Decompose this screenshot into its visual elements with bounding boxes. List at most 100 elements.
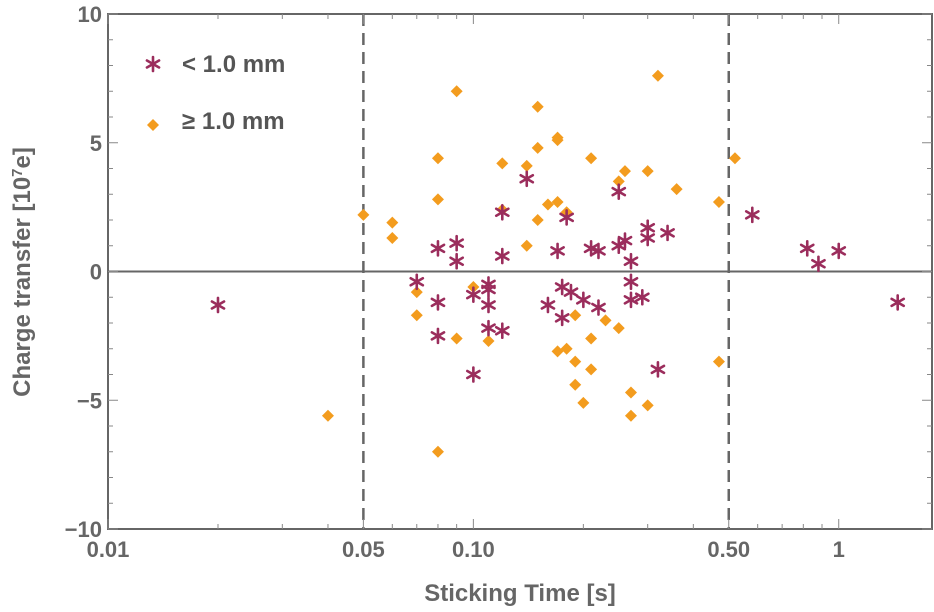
data-point-small (494, 247, 510, 265)
data-point-small (559, 209, 574, 226)
data-point-small (494, 203, 510, 221)
legend: < 1.0 mm ≥ 1.0 mm (145, 51, 285, 135)
data-point-small (481, 296, 496, 314)
data-point-small (210, 296, 226, 314)
data-point-large (569, 355, 582, 368)
data-point-small (519, 170, 535, 188)
x-tick-label: 0.05 (342, 537, 385, 562)
data-point-large (431, 152, 444, 165)
data-point-large (641, 399, 654, 412)
y-tick-label: 0 (90, 260, 102, 285)
data-point-large (386, 216, 399, 229)
data-point-large (551, 131, 564, 144)
data-point-large (531, 141, 544, 154)
legend-asterisk (145, 55, 161, 73)
data-point-large (410, 309, 423, 322)
data-point-small (430, 327, 446, 345)
data-point-small (811, 255, 826, 273)
y-tick-label: 5 (90, 131, 102, 156)
data-point-small (591, 242, 606, 260)
data-point-small (481, 281, 496, 298)
data-point-large (321, 409, 334, 422)
data-point-small (660, 224, 675, 242)
data-point-large (728, 152, 741, 165)
x-tick-label: 0.50 (707, 537, 750, 562)
data-point-large (569, 309, 582, 322)
data-point-large (482, 335, 495, 348)
data-point-small (623, 273, 639, 291)
data-point-small (494, 322, 510, 340)
data-point-large (520, 239, 533, 252)
data-point-small (611, 183, 627, 200)
data-point-large (624, 409, 637, 422)
data-point-small (890, 294, 906, 311)
data-point-large (624, 386, 637, 399)
data-point-large (551, 345, 564, 358)
data-point-small (634, 288, 650, 306)
data-point-large (651, 69, 664, 82)
data-point-large (386, 232, 399, 245)
data-point-large (618, 165, 631, 178)
data-point-small (481, 319, 496, 337)
legend-label-small: < 1.0 mm (182, 51, 285, 78)
data-point-small (449, 234, 465, 252)
data-point-small (617, 232, 633, 249)
data-point-large (577, 396, 590, 409)
y-axis-title: Charge transfer [107e] (9, 147, 37, 397)
data-point-small (449, 252, 465, 270)
data-point-large (712, 195, 725, 208)
data-point-large (585, 152, 598, 165)
data-point-large (450, 85, 463, 98)
data-point-small (583, 240, 599, 257)
data-point-small (831, 242, 847, 260)
data-point-large (560, 342, 573, 355)
data-point-small (554, 278, 570, 296)
data-point-large (569, 378, 582, 391)
data-point-large (670, 183, 683, 196)
data-point-large (599, 314, 612, 327)
data-point-small (540, 296, 556, 314)
legend-marker-small (145, 55, 161, 73)
legend-diamond (147, 119, 159, 131)
data-point-small (430, 294, 446, 311)
data-point-small (466, 366, 481, 383)
data-point-small (611, 237, 627, 255)
data-point-large (450, 332, 463, 345)
data-point-small (744, 206, 760, 224)
legend-label-large: ≥ 1.0 mm (182, 108, 285, 135)
data-point-small (591, 299, 606, 316)
data-point-small (640, 219, 656, 237)
data-point-small (650, 361, 666, 378)
data-point-large (641, 165, 654, 178)
data-point-small (799, 240, 815, 257)
x-tick-label: 0.10 (452, 537, 495, 562)
data-point-large (431, 445, 444, 458)
data-point-large (520, 159, 533, 172)
y-tick-label: −10 (65, 517, 102, 542)
data-point-small (409, 273, 425, 291)
data-point-large (551, 195, 564, 208)
y-tick-label: 10 (78, 2, 102, 27)
data-point-small (623, 291, 639, 309)
data-point-small (430, 240, 446, 257)
data-point-small (554, 309, 570, 327)
data-point-large (531, 214, 544, 226)
data-point-small (623, 252, 639, 270)
x-axis-title: Sticking Time [s] (424, 580, 616, 607)
data-point-small (575, 291, 591, 309)
data-point-small (466, 286, 481, 303)
y-tick-label: −5 (77, 388, 102, 413)
legend-marker-large (147, 119, 159, 131)
data-point-large (496, 157, 509, 170)
data-point-large (585, 363, 598, 376)
x-tick-label: 1 (833, 537, 845, 562)
data-point-large (612, 322, 625, 335)
data-point-small (563, 283, 579, 301)
data-point-large (585, 332, 598, 345)
data-point-small (550, 242, 565, 260)
x-tick-label: 0.01 (87, 537, 130, 562)
data-point-large (712, 355, 725, 368)
data-point-large (531, 100, 544, 113)
data-point-large (612, 175, 625, 188)
